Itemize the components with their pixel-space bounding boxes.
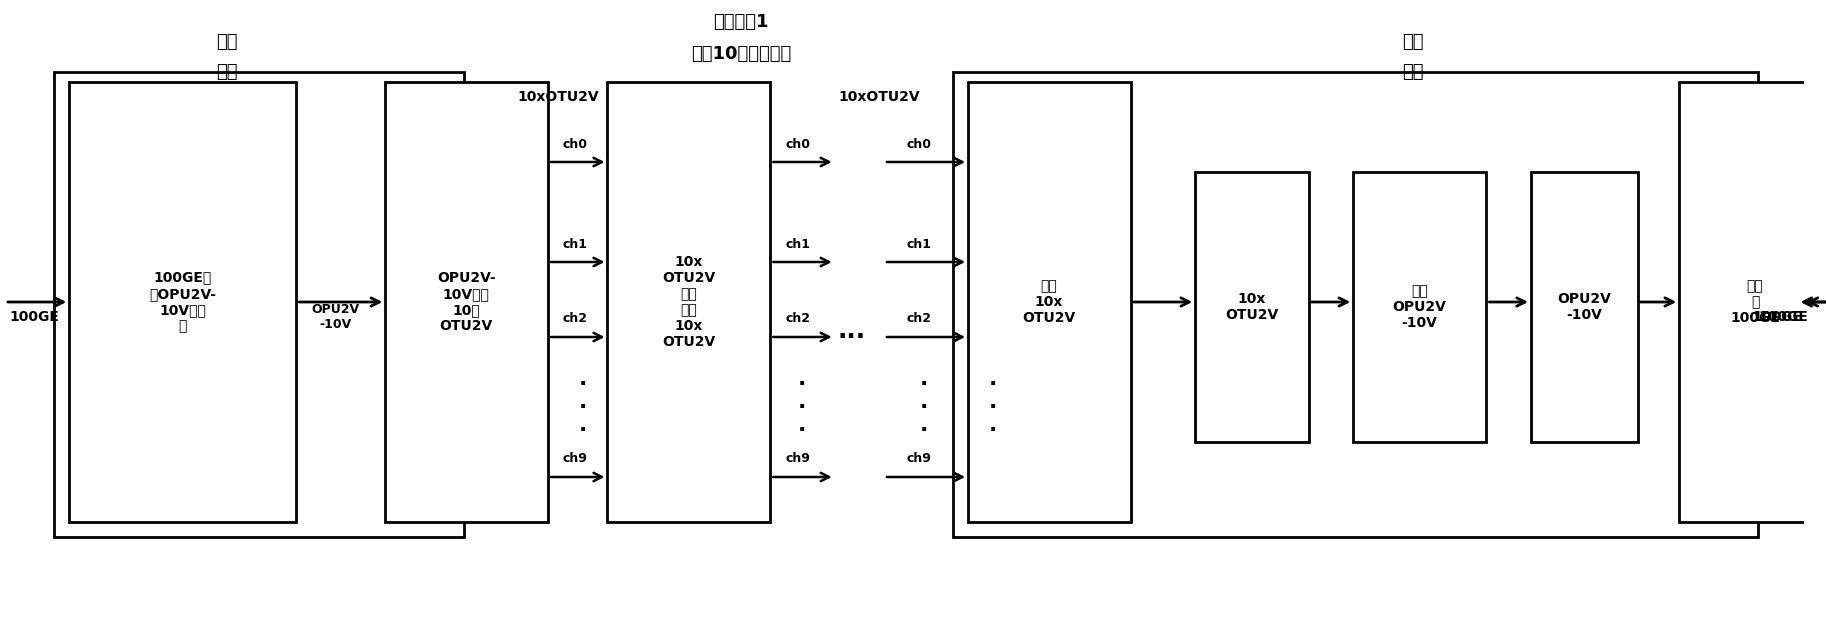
Text: 100GE: 100GE: [9, 310, 60, 324]
Text: OPU2V
-10V: OPU2V -10V: [1558, 292, 1611, 322]
Text: 对齐
10x
OTU2V: 对齐 10x OTU2V: [1023, 279, 1076, 325]
Text: OPU2V
-10V: OPU2V -10V: [312, 303, 360, 331]
Text: 站点: 站点: [217, 63, 237, 81]
Text: ch9: ch9: [906, 453, 931, 466]
Bar: [1530, 172, 1638, 442]
Text: ch9: ch9: [785, 453, 811, 466]
Text: ch0: ch0: [785, 138, 811, 150]
Text: 10xOTU2V: 10xOTU2V: [838, 90, 920, 104]
Bar: [55, 72, 464, 537]
Text: 源端: 源端: [217, 33, 237, 51]
Text: ch1: ch1: [906, 238, 931, 250]
Text: 100GE映
射OPU2V-
10V虚容
器: 100GE映 射OPU2V- 10V虚容 器: [150, 270, 215, 333]
Text: ·
·
·: · · ·: [918, 374, 928, 441]
Text: 站点: 站点: [1402, 63, 1422, 81]
Bar: [968, 82, 1130, 522]
Text: 中间站点1: 中间站点1: [712, 13, 769, 31]
Text: 宿端: 宿端: [1402, 33, 1422, 51]
Text: 10x
OTU2V
帧头
对齐
10x
OTU2V: 10x OTU2V 帧头 对齐 10x OTU2V: [661, 255, 716, 349]
Text: ch1: ch1: [562, 238, 588, 250]
Text: 100GE: 100GE: [1753, 310, 1802, 324]
Text: 解映
射
100GE: 解映 射 100GE: [1731, 279, 1780, 325]
Text: 10x
OTU2V: 10x OTU2V: [1225, 292, 1278, 322]
Text: ch2: ch2: [562, 312, 588, 325]
Text: ·
·
·: · · ·: [798, 374, 807, 441]
Bar: [608, 82, 771, 522]
Text: ·
·
·: · · ·: [988, 374, 997, 441]
Bar: [1680, 82, 1826, 522]
Text: ch2: ch2: [906, 312, 931, 325]
Text: OPU2V-
10V拆分
10路
OTU2V: OPU2V- 10V拆分 10路 OTU2V: [436, 270, 495, 333]
Bar: [953, 72, 1758, 537]
Text: 支持10路帧头对齐: 支持10路帧头对齐: [690, 45, 791, 63]
Text: ch9: ch9: [562, 453, 588, 466]
Text: ·
·
·: · · ·: [579, 374, 586, 441]
Bar: [69, 82, 296, 522]
Text: ···: ···: [838, 325, 866, 349]
Bar: [385, 82, 548, 522]
Text: ch0: ch0: [906, 138, 931, 150]
Text: 组合
OPU2V
-10V: 组合 OPU2V -10V: [1393, 284, 1446, 330]
Text: ch2: ch2: [785, 312, 811, 325]
Bar: [1194, 172, 1309, 442]
Text: 100GE: 100GE: [1758, 310, 1810, 324]
Text: 10xOTU2V: 10xOTU2V: [517, 90, 599, 104]
Text: ch1: ch1: [785, 238, 811, 250]
Bar: [1353, 172, 1486, 442]
Text: ch0: ch0: [562, 138, 588, 150]
